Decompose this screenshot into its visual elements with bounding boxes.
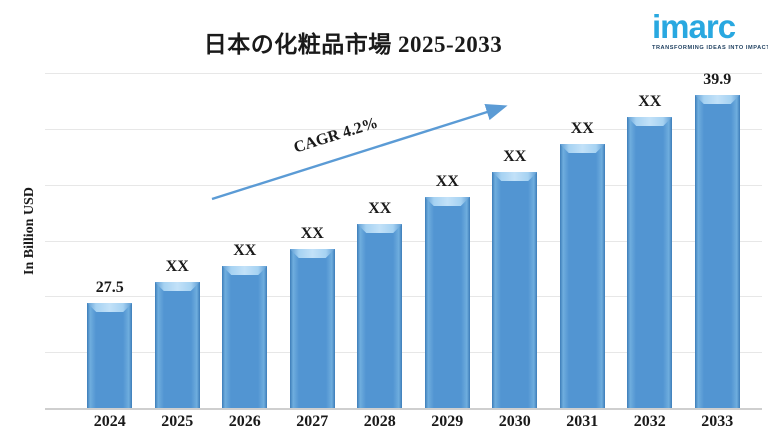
- x-tick-2025: 2025: [161, 413, 194, 430]
- plot-area: [45, 73, 762, 410]
- x-tick-2026: 2026: [228, 413, 261, 430]
- bar-2026: [222, 266, 268, 408]
- x-tick-2033: 2033: [701, 413, 734, 430]
- bar-value-label: XX: [570, 120, 594, 137]
- gridline: [45, 184, 762, 186]
- gridline: [45, 240, 762, 242]
- gridline: [45, 296, 762, 298]
- gridline: [45, 73, 762, 74]
- bar-column-2024: 27.5: [76, 279, 144, 408]
- bar-column-2032: XX: [616, 93, 684, 408]
- x-tick-2030: 2030: [498, 413, 531, 430]
- imarc-tagline: TRANSFORMING IDEAS INTO IMPACT: [652, 45, 768, 51]
- x-axis-labels: 2024 2025 2026 2027 2028 2029 2030 2031 …: [76, 413, 751, 431]
- bar-2027: [289, 249, 335, 408]
- bar-value-label: XX: [165, 258, 189, 275]
- bar-value-label: XX: [233, 242, 257, 259]
- bar-2024: [87, 303, 133, 408]
- bar-2032: [627, 117, 673, 408]
- x-tick-2032: 2032: [633, 413, 666, 430]
- bar-value-label: XX: [638, 93, 662, 110]
- bar-series: 27.5 XX XX XX XX XX XX XX: [76, 38, 751, 408]
- bar-column-2027: XX: [279, 225, 347, 408]
- gridline: [45, 128, 762, 130]
- bar-value-label: XX: [368, 200, 392, 217]
- cagr-trend-arrow-icon: [211, 104, 508, 201]
- x-tick-2028: 2028: [363, 413, 396, 430]
- imarc-wordmark: imarc: [652, 8, 736, 45]
- bar-column-2029: XX: [414, 173, 482, 408]
- y-axis-label: In Billion USD: [22, 187, 37, 275]
- bar-value-label: XX: [435, 173, 459, 190]
- x-tick-2027: 2027: [296, 413, 329, 430]
- bar-2031: [559, 144, 605, 408]
- bar-value-label: XX: [503, 148, 527, 165]
- bar-value-label: 27.5: [95, 279, 124, 296]
- bar-2029: [424, 197, 470, 408]
- bar-2025: [154, 282, 200, 408]
- x-tick-2029: 2029: [431, 413, 464, 430]
- bar-value-label: 39.9: [703, 71, 732, 88]
- bar-2033: [694, 95, 740, 408]
- bar-column-2028: XX: [346, 200, 414, 408]
- bar-2030: [492, 172, 538, 408]
- imarc-logo: imarc TRANSFORMING IDEAS INTO IMPACT: [652, 8, 768, 52]
- bar-column-2026: XX: [211, 242, 279, 408]
- x-tick-2024: 2024: [93, 413, 126, 430]
- bar-column-2031: XX: [549, 120, 617, 408]
- gridline: [45, 352, 762, 354]
- bar-value-label: XX: [300, 225, 324, 242]
- page-title: 日本の化粧品市場 2025-2033: [203, 32, 503, 57]
- x-tick-2031: 2031: [566, 413, 599, 430]
- bar-column-2030: XX: [481, 148, 549, 408]
- bar-2028: [357, 224, 403, 408]
- bar-column-2033: 39.9: [684, 71, 752, 408]
- bar-column-2025: XX: [144, 258, 212, 408]
